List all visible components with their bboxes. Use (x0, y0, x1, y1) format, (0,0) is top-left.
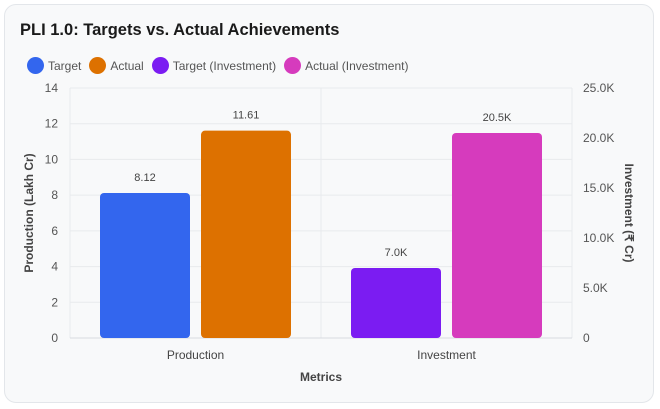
legend-label-actual-investment: Actual (Investment) (305, 58, 409, 73)
x-tick-label: Investment (417, 348, 476, 362)
bar-actual-investment (452, 133, 542, 338)
legend-label-target: Target (48, 58, 82, 73)
x-axis-title: Metrics (300, 370, 342, 384)
x-tick-label: Production (167, 348, 224, 362)
legend-item-target[interactable]: Target (27, 57, 81, 74)
data-label-actual-investment: 20.5K (483, 112, 512, 124)
left-tick-label: 8 (51, 188, 58, 202)
right-tick-label: 20.0K (583, 131, 614, 145)
legend-swatch-target-investment (151, 57, 169, 74)
y-axis-title-left: Production (Lakh Cr) (22, 153, 36, 272)
legend-swatch-actual-investment (284, 57, 302, 74)
bar-target-investment (351, 268, 441, 338)
left-tick-label: 12 (45, 117, 59, 131)
chart-title: PLI 1.0: Targets vs. Actual Achievements (20, 21, 340, 39)
right-tick-label: 10.0K (583, 231, 614, 245)
bar-actual (201, 130, 291, 338)
right-tick-label: 15.0K (583, 181, 614, 195)
right-tick-label: 25.0K (583, 81, 614, 95)
legend-label-actual: Actual (110, 58, 144, 73)
legend-label-target-investment: Target (Investment) (172, 58, 277, 73)
right-tick-label: 5.0K (583, 281, 608, 295)
legend-swatch-actual (89, 57, 107, 74)
left-tick-label: 2 (51, 295, 58, 309)
data-label-actual: 11.61 (233, 110, 260, 122)
data-label-target-investment: 7.0K (385, 247, 408, 259)
data-label-target: 8.12 (134, 172, 155, 184)
y-axis-title-right: Investment (₹ Cr) (622, 164, 636, 263)
legend-item-target-investment[interactable]: Target (Investment) (151, 57, 277, 74)
legend: Target Actual Target (Investment) Actual… (27, 57, 416, 74)
left-tick-label: 4 (51, 260, 58, 274)
left-tick-label: 10 (45, 152, 59, 166)
legend-item-actual[interactable]: Actual (89, 57, 144, 74)
left-tick-label: 0 (51, 331, 58, 345)
left-tick-label: 14 (45, 81, 59, 95)
legend-swatch-target (27, 57, 44, 74)
legend-item-actual-investment[interactable]: Actual (Investment) (284, 57, 408, 74)
bar-target (100, 193, 190, 338)
left-tick-label: 6 (51, 224, 58, 238)
right-tick-label: 0 (583, 331, 590, 345)
